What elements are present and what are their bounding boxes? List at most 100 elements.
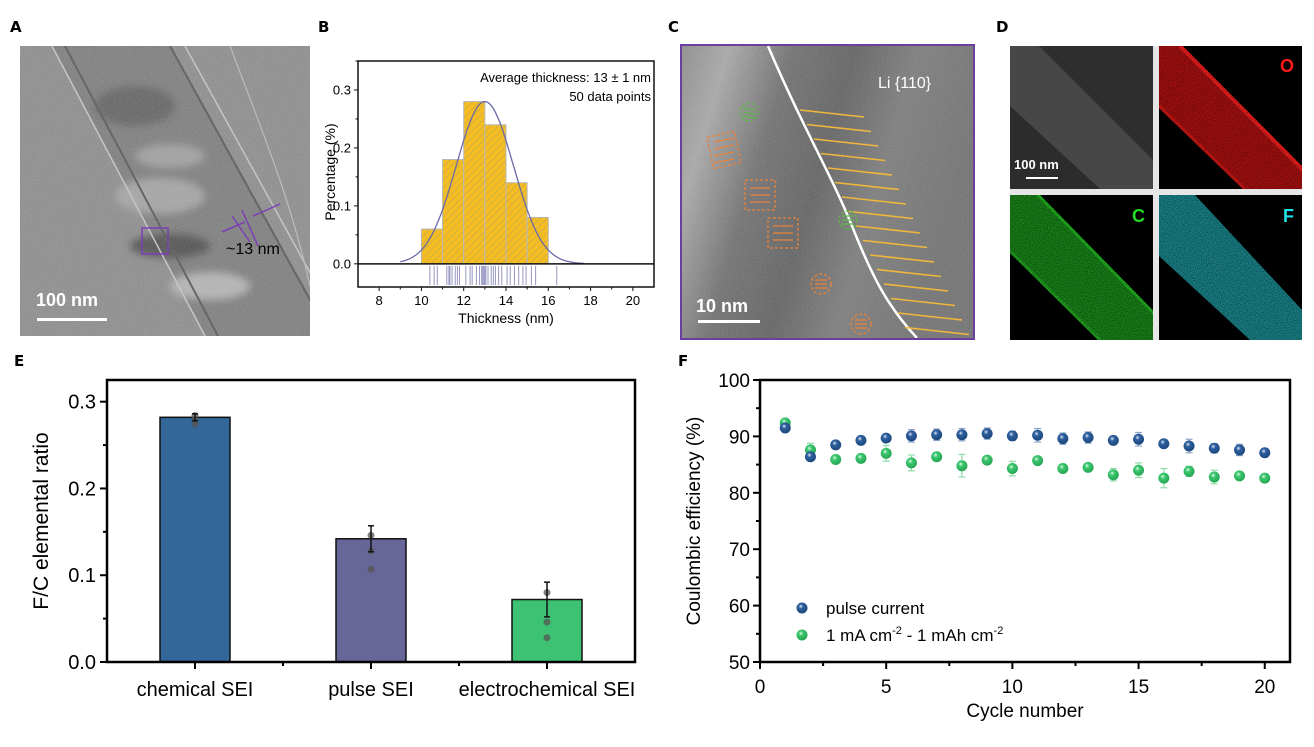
x-tick-label: 16: [541, 293, 555, 308]
point-pulse-current: [804, 451, 816, 463]
panel-label-c: C: [668, 18, 680, 36]
plot-frame: [758, 378, 1292, 664]
data-point: [543, 634, 551, 642]
element-label-o: O: [1280, 56, 1294, 76]
scale-bar-label: 100 nm: [36, 290, 98, 310]
point-constant-current: [1234, 470, 1246, 482]
haadf-image: 100 nm: [1010, 46, 1153, 189]
point-constant-current: [1133, 464, 1145, 476]
point-pulse-current: [1259, 447, 1271, 459]
panel-label-b: B: [318, 18, 330, 36]
scale-bar-label: 10 nm: [696, 296, 748, 316]
point-constant-current: [1107, 469, 1119, 481]
green-crystallites: [739, 102, 858, 230]
point-pulse-current: [1006, 430, 1018, 442]
lattice-fringe: [890, 297, 956, 307]
scale-bar: [1026, 177, 1058, 179]
y-tick-label: 60: [729, 597, 750, 618]
point-pulse-current: [855, 434, 867, 446]
point-constant-current: [981, 454, 993, 466]
lattice-fringe: [806, 123, 872, 133]
y-axis-label: Percentage (%): [322, 123, 338, 220]
point-pulse-current: [1183, 440, 1195, 452]
x-axis-label: Thickness (nm): [458, 310, 554, 326]
point-pulse-current: [1057, 433, 1069, 445]
point-constant-current: [931, 451, 943, 463]
point-constant-current: [1082, 461, 1094, 473]
point-constant-current: [1208, 471, 1220, 483]
annotation-average: Average thickness: 13 ± 1 nm: [480, 70, 651, 85]
legend-label-pulse: pulse current: [826, 599, 925, 618]
y-tick-label: 100: [718, 371, 750, 392]
point-constant-current: [855, 452, 867, 464]
x-tick-label: chemical SEI: [137, 679, 254, 701]
y-tick-label: 0.2: [68, 478, 96, 500]
fc-ratio-bar-chart: 0.0 0.1 0.2 0.3 chemical SEI pulse SEI electr…: [30, 378, 637, 701]
data-point: [191, 420, 199, 428]
bar: [159, 416, 231, 663]
lattice-fringe: [876, 268, 942, 278]
y-tick-label: 70: [729, 540, 750, 561]
panel-label-e: E: [14, 352, 25, 370]
point-pulse-current: [1107, 434, 1119, 446]
measurement-line: [241, 209, 259, 247]
point-constant-current: [1158, 472, 1170, 484]
thickness-annotation: ~13 nm: [226, 241, 280, 258]
lattice-fringe: [820, 152, 886, 162]
x-axis-label: Cycle number: [966, 701, 1084, 722]
region-box: [141, 227, 169, 255]
data-point: [367, 565, 375, 573]
lattice-fringe: [855, 225, 921, 234]
histogram-panel: 8 10 12 14 16 18 20 0.0 0.1 0.2 0.3 Average thick…: [318, 30, 663, 340]
tem-image-a: ~13 nm 100 nm: [20, 46, 310, 336]
point-constant-current: [830, 454, 842, 466]
eds-maps-svg: 100 nm O C F: [1010, 46, 1302, 340]
carbon-map: C: [1010, 195, 1153, 340]
point-constant-current: [1006, 463, 1018, 475]
hrtem-image-svg: Li {110} 10 nm: [682, 46, 973, 338]
point-pulse-current: [779, 422, 791, 434]
point-constant-current: [956, 460, 968, 472]
point-pulse-current: [931, 429, 943, 441]
point-pulse-current: [1208, 442, 1220, 454]
point-constant-current: [1057, 463, 1069, 475]
x-tick-label: 10: [414, 293, 428, 308]
fluorine-map: F: [1159, 195, 1302, 340]
point-constant-current: [1032, 455, 1044, 467]
x-tick-label: 15: [1128, 677, 1149, 698]
element-label-f: F: [1283, 206, 1294, 226]
lattice-fringe: [834, 181, 900, 191]
scale-bar-label: 100 nm: [1014, 157, 1059, 172]
y-tick-label: 0.1: [333, 198, 351, 213]
y-tick-label: 0.3: [68, 392, 96, 414]
point-pulse-current: [1082, 432, 1094, 444]
tem-image-a-svg: ~13 nm 100 nm: [20, 46, 310, 336]
interface-line: [766, 46, 918, 338]
point-pulse-current: [1133, 433, 1145, 445]
y-tick-label: 0.3: [333, 82, 351, 97]
x-tick-label: 20: [1254, 677, 1275, 698]
hrtem-image-c: Li {110} 10 nm: [680, 44, 975, 340]
coulombic-efficiency-chart: 50 60 70 80 90 100 0 5 10 15 20 pulse current 1 m…: [684, 371, 1292, 722]
point-pulse-current: [905, 430, 917, 442]
lattice-fringe: [904, 326, 970, 336]
data-point: [543, 618, 551, 626]
orange-crystallites: [706, 130, 872, 335]
y-tick-label: 0.1: [68, 565, 96, 587]
lattice-fringe: [799, 109, 865, 118]
lattice-fringe: [813, 138, 879, 147]
panel-label-d: D: [996, 18, 1009, 36]
point-constant-current: [1259, 472, 1271, 484]
y-axis-label: F/C elemental ratio: [30, 432, 53, 609]
li-lattice-fringes: [799, 109, 970, 336]
histogram-bar: [463, 101, 486, 265]
scale-bar: [37, 318, 107, 321]
point-pulse-current: [1158, 438, 1170, 450]
y-axis-label: Coulombic efficiency (%): [684, 417, 705, 626]
bar-chart-panel: 0.0 0.1 0.2 0.3 chemical SEI pulse SEI electr…: [0, 355, 660, 742]
eds-maps: 100 nm O C F: [1010, 46, 1302, 340]
histogram-bar: [526, 216, 549, 265]
point-constant-current: [1183, 465, 1195, 477]
y-tick-label: 0.2: [333, 140, 351, 155]
legend-label-constant: 1 mA cm-2 - 1 mAh cm-2: [826, 625, 1003, 645]
